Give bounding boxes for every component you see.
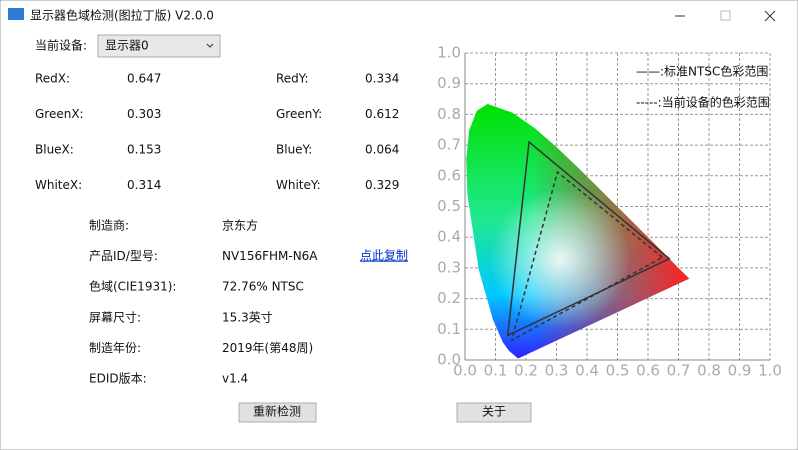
- about-label: 关于: [482, 405, 506, 419]
- field-value: 0.303: [127, 107, 161, 121]
- y-tick-label: 0.3: [437, 258, 461, 276]
- info-value: 72.76% NTSC: [222, 280, 304, 294]
- x-tick-label: 0.1: [484, 362, 508, 380]
- field-value: 0.314: [127, 178, 161, 192]
- device-label: 当前设备:: [35, 38, 87, 53]
- window-title: 显示器色域检测(图拉丁版) V2.0.0: [30, 8, 214, 23]
- gamut-triangle: [510, 170, 664, 342]
- info-label: 制造商:: [89, 218, 129, 233]
- info-value: NV156FHM-N6A: [222, 249, 318, 263]
- legend-entry: -----:当前设备的色彩范围: [636, 95, 770, 110]
- field-label: WhiteY:: [276, 178, 321, 192]
- y-tick-label: 0.0: [437, 351, 461, 369]
- x-tick-label: 0.8: [697, 362, 721, 380]
- y-tick-label: 0.4: [437, 228, 461, 246]
- device-select-value: 显示器0: [105, 39, 149, 53]
- field-value: 0.334: [365, 72, 399, 86]
- y-tick-label: 1.0: [437, 44, 461, 62]
- gamut-triangle: [506, 140, 671, 337]
- info-label: 制造年份:: [89, 341, 141, 355]
- info-value: 15.3英寸: [222, 310, 273, 324]
- spectral-locus: [466, 104, 690, 359]
- x-tick-label: 0.9: [728, 362, 752, 380]
- x-tick-label: 0.2: [514, 362, 538, 380]
- info-value: 2019年(第48周): [222, 341, 313, 355]
- x-tick-label: 0.6: [636, 362, 660, 380]
- x-tick-label: 0.4: [575, 362, 599, 380]
- device-select[interactable]: [97, 34, 221, 58]
- info-label: EDID版本:: [89, 372, 147, 386]
- redetect-button[interactable]: [238, 402, 317, 423]
- field-value: 0.647: [127, 72, 161, 86]
- info-value: 京东方: [222, 218, 258, 233]
- x-tick-label: 0.3: [545, 362, 569, 380]
- field-label: RedY:: [276, 72, 309, 86]
- about-button[interactable]: [456, 402, 532, 423]
- field-label: BlueX:: [35, 143, 74, 157]
- field-value: 0.064: [365, 143, 399, 157]
- field-value: 0.329: [365, 178, 399, 192]
- y-tick-label: 0.7: [437, 136, 461, 154]
- info-label: 色域(CIE1931):: [89, 280, 176, 294]
- info-label: 屏幕尺寸:: [89, 310, 141, 324]
- x-tick-label: 0.0: [453, 362, 477, 380]
- field-label: WhiteX:: [35, 178, 82, 192]
- field-value: 0.153: [127, 143, 161, 157]
- field-label: GreenX:: [35, 107, 84, 121]
- y-tick-label: 0.6: [437, 166, 461, 184]
- y-tick-label: 0.2: [437, 289, 461, 307]
- locus-white: [466, 104, 690, 359]
- maximize-button[interactable]: [720, 10, 731, 21]
- y-tick-label: 0.8: [437, 105, 461, 123]
- field-label: GreenY:: [276, 107, 322, 121]
- y-tick-label: 0.1: [437, 320, 461, 338]
- x-tick-label: 0.5: [606, 362, 630, 380]
- close-button[interactable]: [764, 10, 776, 22]
- info-label: 产品ID/型号:: [89, 249, 158, 263]
- field-label: BlueY:: [276, 143, 312, 157]
- field-label: RedX:: [35, 72, 70, 86]
- y-tick-label: 0.9: [437, 74, 461, 92]
- y-tick-label: 0.5: [437, 197, 461, 215]
- dropdown-arrow: [206, 43, 214, 48]
- redetect-label: 重新检测: [253, 404, 301, 419]
- x-tick-label: 0.7: [667, 362, 691, 380]
- x-tick-label: 1.0: [758, 362, 782, 380]
- copy-link[interactable]: 点此复制: [360, 249, 408, 263]
- field-value: 0.612: [365, 107, 399, 121]
- legend-entry: ——:标准NTSC色彩范围: [636, 65, 768, 79]
- info-value: v1.4: [222, 372, 248, 386]
- app-icon: [8, 8, 24, 20]
